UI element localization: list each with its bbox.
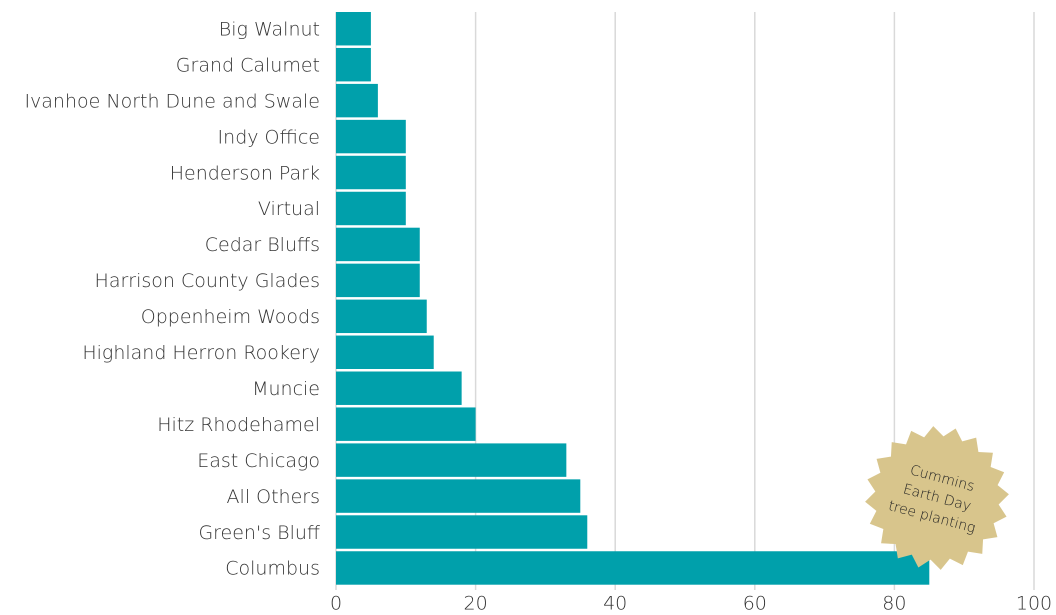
y-tick-label: Indy Office (218, 126, 320, 148)
x-tick-label: 20 (464, 593, 488, 615)
y-tick-label: Henderson Park (170, 162, 320, 184)
y-tick-label: East Chicago (197, 450, 320, 472)
x-tick-label: 80 (882, 593, 906, 615)
y-tick-label: Cedar Bluffs (205, 234, 320, 256)
bar (336, 12, 371, 46)
y-tick-label: Muncie (252, 378, 320, 400)
bar (336, 47, 371, 82)
x-tick-label: 100 (1016, 593, 1052, 615)
bar (336, 263, 420, 298)
bar (336, 407, 476, 441)
annotation-badge: Cummins Earth Day tree planting (865, 426, 1009, 570)
bar (336, 443, 567, 477)
y-tick-label: Grand Calumet (176, 54, 320, 76)
y-tick-label: Harrison County Glades (95, 270, 320, 292)
bar (336, 479, 581, 513)
y-tick-label: Big Walnut (219, 18, 320, 40)
bar (336, 155, 406, 190)
bar (336, 227, 420, 262)
y-tick-label: Oppenheim Woods (141, 306, 320, 328)
y-tick-label: Hitz Rhodehamel (157, 414, 320, 436)
bar (336, 191, 406, 226)
y-tick-label: Columbus (225, 558, 320, 580)
bar (336, 551, 930, 585)
bar (336, 83, 378, 118)
y-tick-label: Green's Bluff (198, 522, 320, 544)
x-tick-label: 60 (743, 593, 767, 615)
y-tick-label: Ivanhoe North Dune and Swale (24, 90, 320, 112)
bar (336, 371, 462, 405)
x-tick-label: 0 (330, 593, 342, 615)
bar (336, 515, 588, 549)
x-tick-label: 40 (603, 593, 627, 615)
bar (336, 119, 406, 154)
starburst (865, 426, 1009, 570)
y-tick-label: Highland Herron Rookery (82, 342, 320, 364)
y-tick-label: Virtual (258, 198, 320, 220)
y-tick-label: All Others (227, 486, 320, 508)
bar (336, 299, 427, 334)
bar (336, 335, 434, 369)
